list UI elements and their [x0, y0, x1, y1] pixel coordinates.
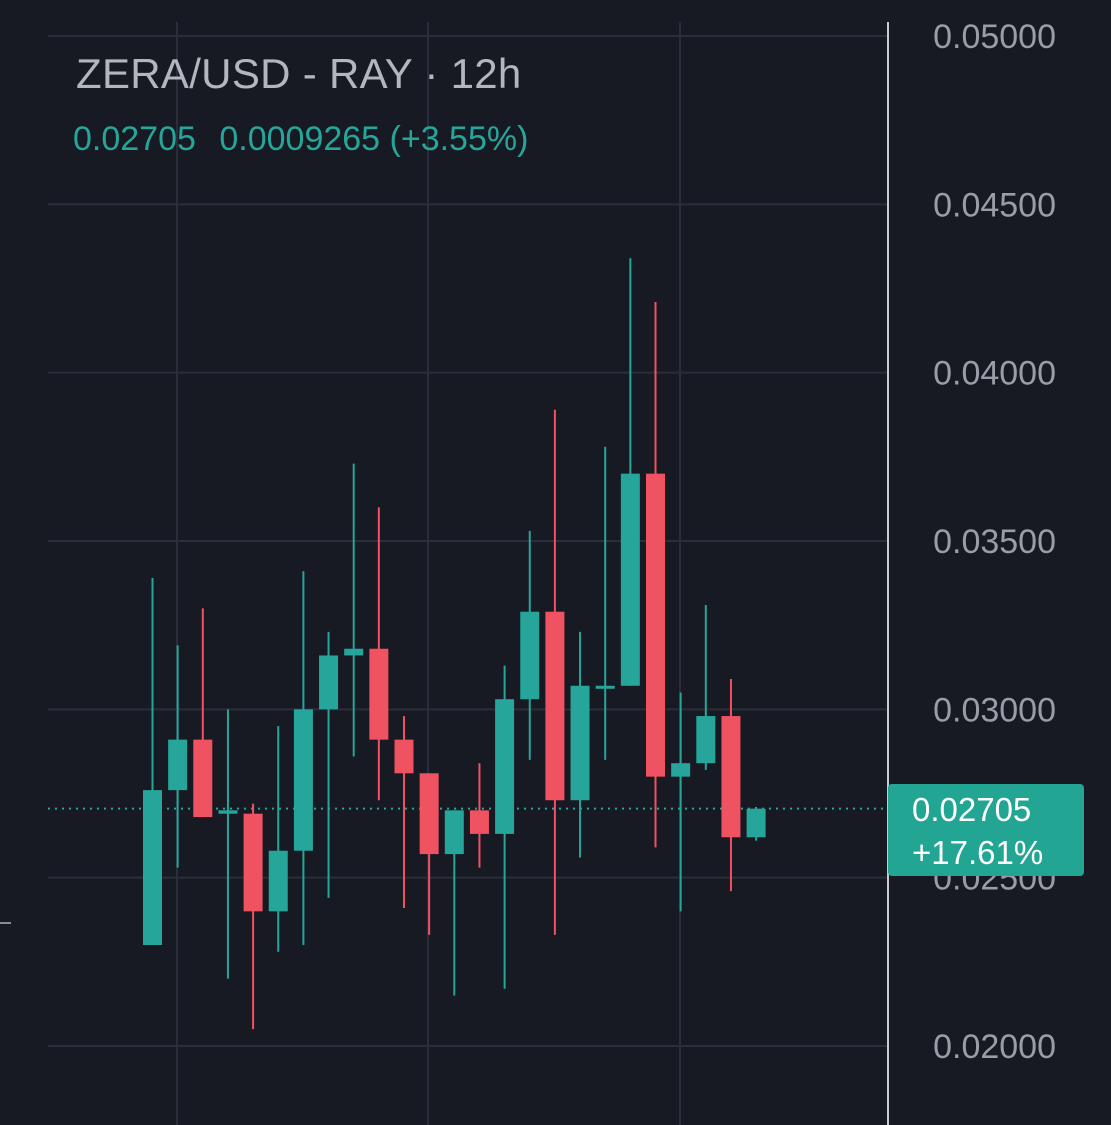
candle-body [444, 810, 464, 855]
y-tick-label: 0.05000 [933, 18, 1056, 56]
last-close-value: 0.02705 [73, 120, 196, 158]
candle-body [293, 709, 313, 851]
candle-body [520, 611, 540, 700]
candle-body [469, 810, 489, 834]
badge-percent: +17.61% [912, 834, 1044, 871]
badge-price: 0.02705 [912, 791, 1032, 828]
candle-body [721, 716, 741, 838]
candle-body [143, 790, 162, 945]
y-tick-label: 0.02000 [933, 1028, 1056, 1066]
candle-body [344, 648, 364, 656]
candle-body [595, 685, 615, 689]
last-price-badge: 0.02705 +17.61% [888, 784, 1084, 876]
symbol-title: ZERA/USD - RAY · 12h [76, 50, 522, 97]
candle-body [620, 473, 640, 686]
y-tick-label: 0.04000 [933, 355, 1056, 393]
candle-body [319, 655, 339, 710]
candle-body [193, 739, 213, 818]
candle-body [168, 739, 188, 791]
candle-body [746, 808, 766, 838]
y-tick-label: 0.03500 [933, 523, 1056, 561]
change-value: 0.0009265 (+3.55%) [219, 120, 529, 158]
candle-body [696, 716, 716, 764]
candle-body [218, 810, 238, 814]
candle-body [570, 685, 590, 801]
candle-body [369, 648, 389, 740]
left-edge-marker [0, 922, 11, 924]
candle-body [394, 739, 414, 774]
candle-body [646, 473, 665, 777]
y-tick-label: 0.04500 [933, 186, 1056, 224]
y-tick-label: 0.03000 [933, 691, 1056, 729]
candle-body [671, 763, 691, 777]
legend-values: 0.02705 0.0009265 (+3.55%) [73, 120, 542, 159]
candle-body [495, 699, 515, 834]
candle-body [419, 773, 439, 855]
candle-body [545, 611, 565, 801]
candle-body [268, 850, 288, 912]
candle-body [243, 813, 263, 912]
